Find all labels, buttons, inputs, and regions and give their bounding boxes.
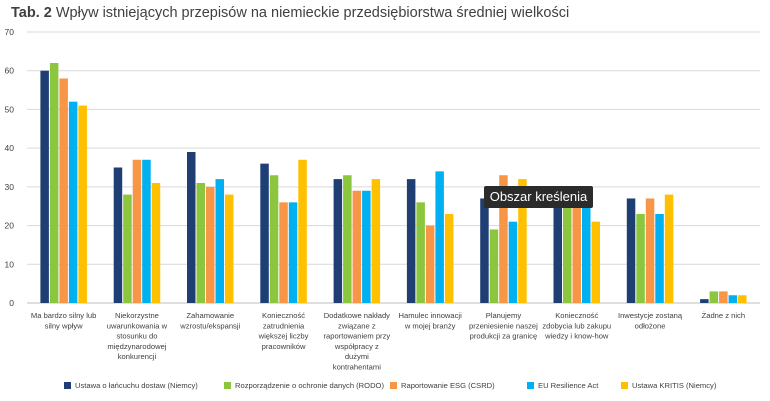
bar <box>225 194 234 303</box>
bar <box>132 159 142 303</box>
bar <box>78 105 87 303</box>
bar <box>260 163 269 303</box>
bar <box>279 202 288 303</box>
y-tick-label: 50 <box>5 104 15 114</box>
bar <box>288 202 298 303</box>
bar <box>719 291 728 303</box>
bar <box>113 167 123 303</box>
bar <box>123 194 132 303</box>
bar-chart: 0 10 20 30 40 50 60 70 Ma bardzo silny lub silny … <box>5 27 760 372</box>
x-tick-label: Żadne z nich <box>702 311 745 320</box>
bar <box>187 152 196 303</box>
bar <box>700 299 709 303</box>
bar <box>371 179 381 303</box>
x-tick-label: Konieczność zdobycia lub zakupu wiedzy i k… <box>542 311 611 341</box>
legend-item: Rozporządzenie o ochronie danych (RODO) <box>224 381 384 390</box>
bar <box>362 190 371 303</box>
bar <box>626 198 636 303</box>
bar <box>406 179 416 303</box>
legend-label: Rozporządzenie o ochronie danych (RODO) <box>235 381 384 390</box>
legend-swatch <box>621 382 628 389</box>
bar <box>664 194 674 303</box>
bar <box>553 198 562 303</box>
chart-title-label: Tab. 2 <box>11 5 52 21</box>
bar <box>508 221 518 303</box>
bar <box>352 190 362 303</box>
x-tick-label: Zahamowanie wzrostu/ekspansji <box>179 311 240 330</box>
bar <box>709 291 719 303</box>
bar <box>215 179 224 303</box>
x-tick-label: Dodatkowe nakłady związane z raportowaniem… <box>324 311 391 372</box>
x-tick-label: Niekorzystne uwarunkowania w stosunku do mi… <box>107 311 168 361</box>
bar <box>591 221 600 303</box>
bar <box>68 101 78 303</box>
legend-label: Ustawa KRITIS (Niemcy) <box>632 381 717 390</box>
legend-item: Raportowanie ESG (CSRD) <box>390 381 495 390</box>
bar <box>582 202 591 303</box>
y-tick-label: 40 <box>5 143 15 153</box>
bar <box>572 202 581 303</box>
bar <box>518 179 527 303</box>
bar <box>343 175 352 303</box>
bar <box>645 198 655 303</box>
x-tick-label: Konieczność zatrudnienia większej liczby pr… <box>258 311 309 351</box>
legend-swatch <box>64 382 71 389</box>
legend-label: Ustawa o łańcuchu dostaw (Niemcy) <box>75 381 198 390</box>
y-tick-label: 10 <box>5 259 15 269</box>
y-tick-label: 0 <box>9 298 14 308</box>
bar <box>444 213 454 303</box>
chart-title: Tab. 2 Wpływ istniejących przepisów na n… <box>11 5 569 21</box>
chart-title-text: Wpływ istniejących przepisów na niemieck… <box>55 5 570 21</box>
y-tick-label: 70 <box>5 27 15 37</box>
bar <box>40 70 49 303</box>
legend-item: EU Resilience Act <box>527 381 598 390</box>
bar <box>416 202 425 303</box>
bar <box>425 225 435 303</box>
bar <box>196 182 205 303</box>
bar <box>59 78 68 303</box>
bar <box>499 175 508 303</box>
legend-swatch <box>390 382 397 389</box>
bar <box>636 213 645 303</box>
legend-item: Ustawa KRITIS (Niemcy) <box>621 381 716 390</box>
bar <box>333 179 343 303</box>
y-tick-label: 30 <box>5 182 15 192</box>
bar <box>206 186 215 303</box>
bar <box>489 229 499 303</box>
bar <box>655 213 664 303</box>
bar <box>435 171 444 303</box>
legend-swatch <box>224 382 231 389</box>
bar <box>563 206 572 303</box>
bar <box>49 62 59 303</box>
bar <box>269 175 279 303</box>
legend-label: EU Resilience Act <box>538 381 599 390</box>
bar <box>142 159 151 303</box>
plot-area-tooltip: Obszar kreślenia <box>484 186 593 208</box>
x-tick-label: Hamulec innowacji w mojej branży <box>398 311 462 330</box>
bar <box>728 295 738 303</box>
legend-item: Ustawa o łańcuchu dostaw (Niemcy) <box>64 381 198 390</box>
bar <box>480 198 489 303</box>
x-tick-label: Planujemy przeniesienie naszej produkcji z… <box>469 311 538 341</box>
bar <box>738 295 747 303</box>
y-tick-label: 60 <box>5 66 15 76</box>
x-tick-label: Inwestycje zostaną odłożone <box>618 311 683 330</box>
bar <box>151 182 161 303</box>
x-tick-label: Ma bardzo silny lub silny wpływ <box>31 311 96 330</box>
legend-label: Raportowanie ESG (CSRD) <box>401 381 495 390</box>
chart-legend: Ustawa o łańcuchu dostaw (Niemcy) Rozporz… <box>0 381 770 395</box>
y-tick-label: 20 <box>5 221 15 231</box>
bar <box>298 159 307 303</box>
legend-swatch <box>527 382 534 389</box>
